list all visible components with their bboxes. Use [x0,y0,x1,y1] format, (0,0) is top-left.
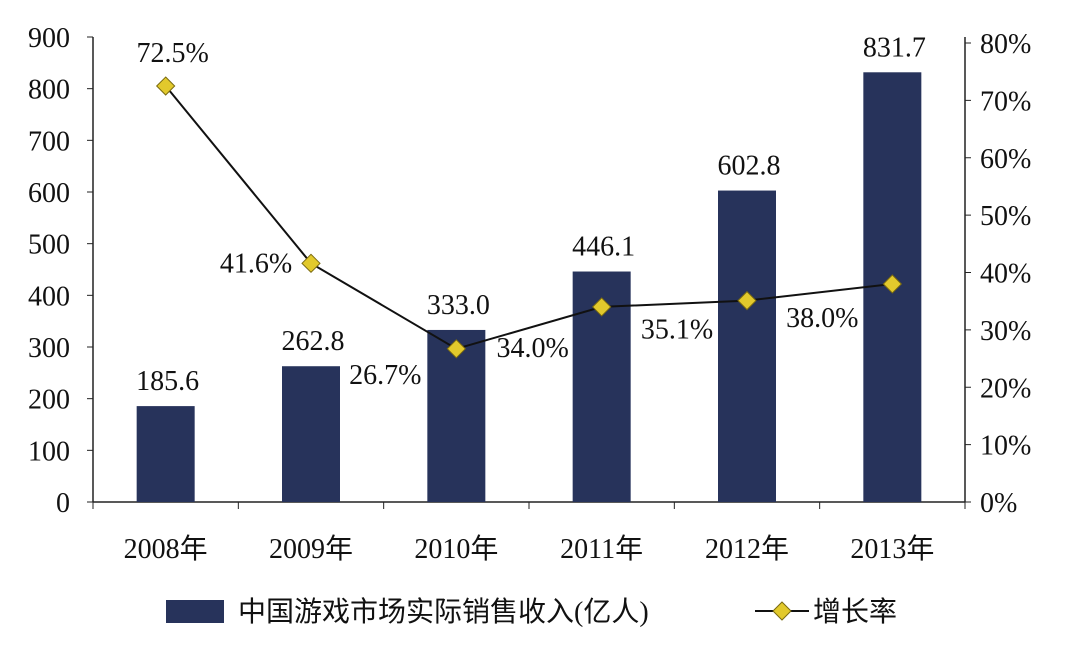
x-tick-label: 2011年 [560,533,643,565]
left-tick-label: 900 [28,23,70,54]
legend-bar-label: 中国游戏市场实际销售收入(亿人) [238,596,649,628]
left-tick-label: 800 [28,75,70,106]
line-label: 72.5% [137,38,209,69]
diamond-marker [737,290,757,311]
right-tick-label: 60% [980,144,1031,175]
right-tick-label: 50% [980,201,1031,232]
legend-diamond-icon [772,601,792,621]
bar [282,366,340,502]
legend-bar-swatch [166,600,224,623]
right-tick-label: 20% [980,373,1031,404]
line-label: 41.6% [220,248,292,279]
right-tick-label: 80% [980,29,1031,60]
left-tick-label: 600 [28,178,70,209]
diamond-marker [882,274,903,294]
x-tick-label: 2010年 [414,533,498,565]
bar [718,190,776,502]
line-label: 35.1% [641,315,713,346]
bar-label: 602.8 [718,151,781,182]
diamond-marker [446,339,467,359]
left-tick-label: 500 [28,230,70,261]
bar-label: 446.1 [572,232,635,263]
left-tick-label: 700 [28,126,70,157]
right-tick-label: 0% [980,488,1017,519]
bar [136,406,195,502]
line-label: 26.7% [349,360,421,391]
right-tick-label: 40% [980,259,1031,290]
left-tick-label: 400 [28,281,70,312]
x-tick-label: 2012年 [705,533,789,565]
line-label: 34.0% [497,333,569,364]
line-label: 38.0% [786,303,858,334]
bar-label: 831.7 [863,32,926,63]
bar-label: 262.8 [282,326,345,357]
right-tick-label: 70% [980,86,1031,117]
bar [427,329,486,502]
right-tick-label: 30% [980,316,1031,347]
diamond-marker [155,76,176,96]
bar-label: 333.0 [427,290,490,321]
legend-line-label: 增长率 [813,596,897,628]
left-tick-label: 0 [56,488,70,519]
x-tick-label: 2008年 [124,533,208,565]
growth-line [164,85,893,350]
left-tick-label: 200 [28,385,70,416]
left-tick-label: 100 [28,436,70,467]
x-tick-label: 2013年 [850,533,934,565]
bar-label: 185.6 [136,366,199,397]
diamond-marker [301,253,321,274]
x-tick-label: 2009年 [269,533,353,565]
right-tick-label: 10% [980,431,1031,462]
diamond-marker [591,297,612,317]
left-tick-label: 300 [28,333,70,364]
